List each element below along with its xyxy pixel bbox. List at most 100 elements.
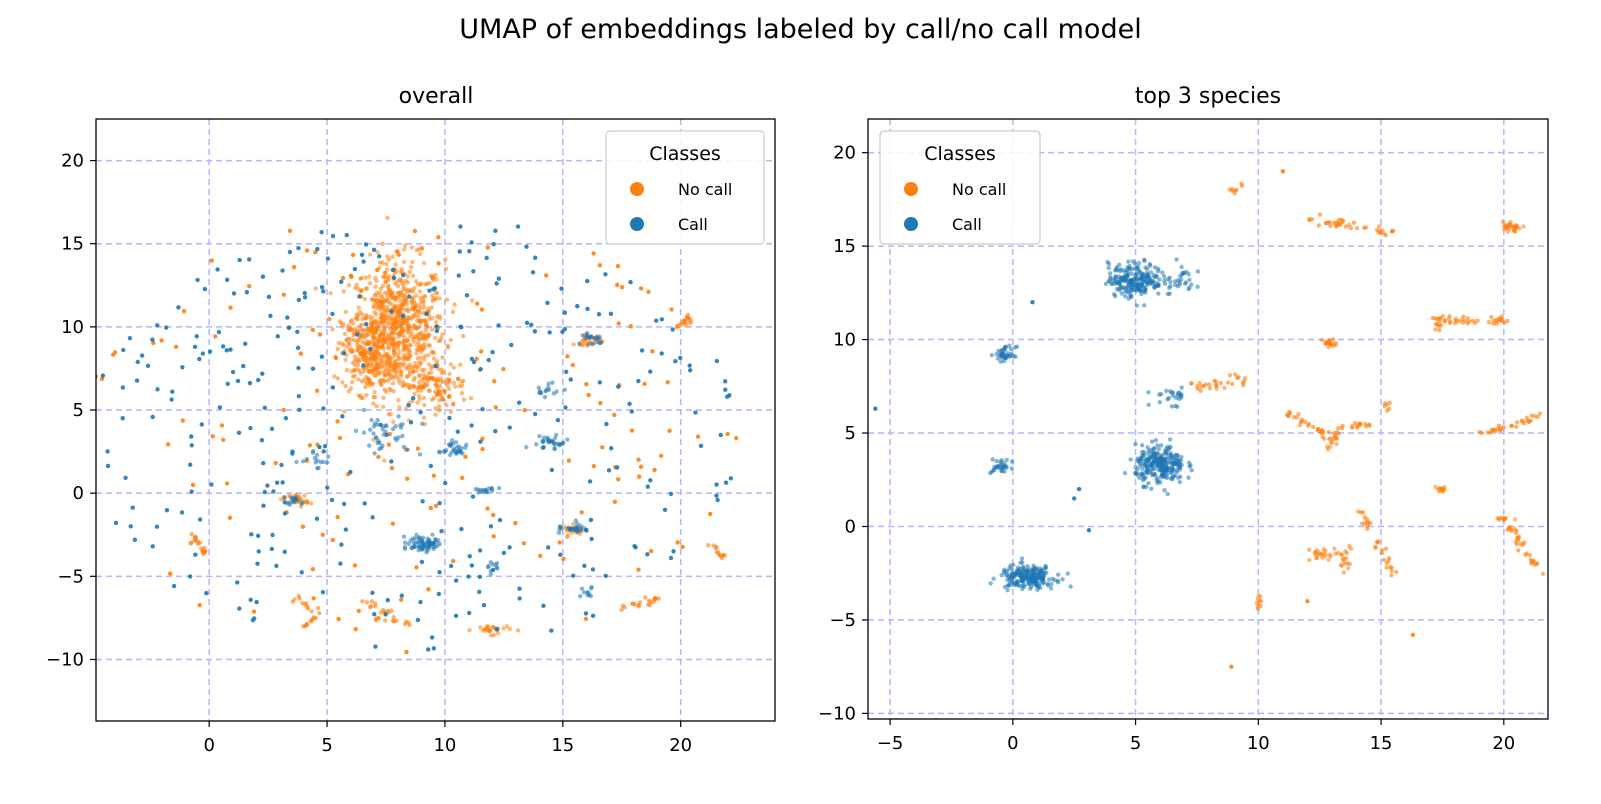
no-call-point <box>310 327 315 332</box>
call-point <box>1004 457 1009 463</box>
call-point <box>1013 354 1018 359</box>
call-point <box>339 542 344 547</box>
no-call-point <box>358 276 363 281</box>
no-call-point <box>377 377 383 383</box>
call-point <box>1136 459 1141 464</box>
no-call-point <box>336 616 341 622</box>
no-call-point <box>1437 323 1442 329</box>
no-call-point <box>359 379 365 384</box>
no-call-point <box>443 266 449 272</box>
no-call-point <box>434 314 440 319</box>
y-tick-label: −10 <box>818 703 856 724</box>
call-point <box>1157 392 1162 397</box>
no-call-point <box>427 316 432 322</box>
call-point <box>418 599 423 605</box>
y-tick-label: 5 <box>73 400 84 421</box>
call-point <box>585 278 590 284</box>
no-call-point <box>1513 530 1519 536</box>
call-point <box>402 540 408 545</box>
no-call-point <box>1385 408 1390 413</box>
no-call-point <box>1305 599 1310 604</box>
no-call-point <box>1513 424 1519 430</box>
call-point <box>1004 354 1010 359</box>
call-point <box>296 393 302 399</box>
no-call-point <box>340 275 346 281</box>
call-point <box>255 561 260 566</box>
no-call-point <box>1436 486 1441 491</box>
call-point <box>537 433 542 439</box>
call-point <box>532 329 538 334</box>
call-point <box>361 430 367 435</box>
call-point <box>568 527 574 532</box>
call-point <box>668 555 674 561</box>
no-call-point <box>360 599 365 604</box>
call-point <box>555 417 561 423</box>
call-point <box>1142 277 1147 283</box>
no-call-point <box>407 269 412 275</box>
call-point <box>437 570 442 575</box>
no-call-point <box>1502 320 1507 325</box>
no-call-point <box>684 314 689 320</box>
call-point <box>1008 573 1014 578</box>
no-call-point <box>413 360 418 366</box>
no-call-point <box>430 298 435 304</box>
no-call-point <box>403 406 409 412</box>
subplot-title: overall <box>399 84 474 109</box>
call-point <box>1186 460 1192 465</box>
no-call-point <box>448 362 454 367</box>
no-call-point <box>1331 337 1336 342</box>
no-call-point <box>384 261 389 267</box>
call-point <box>130 505 135 510</box>
no-call-point <box>405 351 411 356</box>
call-point <box>279 462 284 468</box>
call-point <box>597 340 603 346</box>
no-call-point <box>1317 551 1322 556</box>
call-point <box>1141 303 1147 308</box>
no-call-point <box>384 298 390 303</box>
call-point <box>1128 457 1133 462</box>
no-call-point <box>381 354 386 359</box>
call-point <box>477 548 483 553</box>
no-call-point <box>311 617 316 622</box>
call-point <box>989 352 994 358</box>
call-point <box>534 441 539 447</box>
no-call-point <box>460 475 465 481</box>
call-point <box>135 359 140 365</box>
no-call-point <box>1499 515 1505 521</box>
call-point <box>155 323 160 328</box>
no-call-point <box>423 375 428 380</box>
call-point <box>560 441 565 446</box>
no-call-point <box>377 353 382 358</box>
no-call-point <box>396 291 401 296</box>
no-call-point <box>354 282 359 287</box>
no-call-point <box>367 252 373 257</box>
call-point <box>1009 580 1015 585</box>
call-point <box>1161 274 1167 279</box>
no-call-point <box>436 261 441 266</box>
no-call-point <box>389 295 394 300</box>
no-call-point <box>414 326 419 331</box>
call-point <box>127 336 133 341</box>
call-point <box>1141 484 1146 490</box>
no-call-point <box>1307 557 1312 563</box>
legend-box <box>879 130 1041 245</box>
no-call-point <box>440 332 445 337</box>
no-call-point <box>355 367 360 372</box>
no-call-point <box>356 305 361 310</box>
x-tick-label: 0 <box>1007 733 1018 754</box>
no-call-point <box>333 355 339 361</box>
no-call-point <box>1442 318 1447 323</box>
no-call-point <box>399 266 405 272</box>
call-point <box>390 267 396 273</box>
call-point <box>427 288 432 293</box>
y-tick-label: 0 <box>845 516 856 537</box>
no-call-point <box>515 628 521 633</box>
call-point <box>418 410 423 415</box>
no-call-point <box>346 323 351 328</box>
call-point <box>1140 466 1145 471</box>
no-call-point <box>304 248 310 253</box>
call-point <box>589 536 594 542</box>
call-point <box>428 463 434 469</box>
call-point <box>426 539 432 544</box>
no-call-point <box>636 474 642 479</box>
